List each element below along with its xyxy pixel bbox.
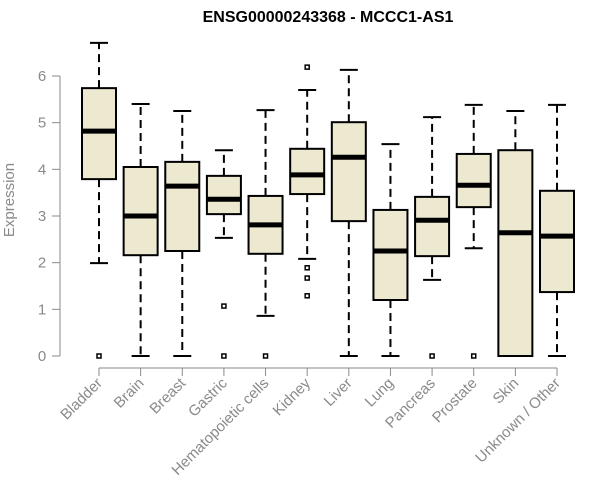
outlier-point <box>221 303 227 309</box>
iqr-box <box>205 174 242 216</box>
y-tick-label: 0 <box>38 348 46 365</box>
chart-title: ENSG00000243368 - MCCC1-AS1 <box>203 9 454 26</box>
x-tick-label: Lung <box>362 375 398 411</box>
y-tick-label: 4 <box>38 161 46 178</box>
y-axis-label: Expression <box>1 163 18 237</box>
outlier-point <box>470 353 477 359</box>
box-liver <box>330 68 367 357</box>
box-breast <box>164 110 201 357</box>
x-tick-label: Brain <box>111 375 148 412</box>
y-tick-label: 2 <box>38 255 46 272</box>
outlier-point <box>429 353 435 359</box>
outlier-point <box>96 353 102 359</box>
box-unknown-other <box>539 103 575 357</box>
y-tick-label: 3 <box>38 208 46 225</box>
iqr-box <box>81 87 117 181</box>
x-tick-label: Skin <box>490 375 523 408</box>
box-kidney <box>289 64 326 299</box>
box-brain <box>122 103 159 357</box>
outlier-point <box>304 293 310 299</box>
box-skin <box>497 110 534 357</box>
boxes <box>81 41 575 359</box>
iqr-box <box>539 189 575 294</box>
iqr-box <box>164 160 201 252</box>
box-pancreas <box>414 116 451 359</box>
outlier-point <box>221 353 227 359</box>
iqr-box <box>455 152 492 209</box>
outlier-point <box>304 265 310 271</box>
x-tick-label: Liver <box>321 375 356 410</box>
iqr-box <box>372 208 409 301</box>
outlier-point <box>262 353 269 359</box>
y-tick-label: 1 <box>38 301 46 318</box>
outlier-point <box>304 275 310 281</box>
box-lung <box>372 143 409 357</box>
x-tick-label: Breast <box>146 374 189 417</box>
y-tick-label: 5 <box>38 115 46 132</box>
x-tick-label: Prostate <box>429 375 481 427</box>
x-tick-label: Bladder <box>57 375 106 424</box>
y-tick-label: 6 <box>38 68 46 85</box>
outlier-point <box>304 64 310 70</box>
x-tick-label: Kidney <box>270 374 315 419</box>
box-gastric <box>205 149 242 359</box>
box-bladder <box>81 41 117 359</box>
iqr-box <box>414 195 451 258</box>
iqr-box <box>497 149 534 357</box>
iqr-box <box>330 121 367 223</box>
box-hematopoietic-cells <box>247 109 284 359</box>
iqr-box <box>289 147 326 196</box>
iqr-box <box>122 166 159 257</box>
y-axis: 0 1 2 3 4 5 6 <box>38 68 61 365</box>
box-prostate <box>455 103 492 359</box>
